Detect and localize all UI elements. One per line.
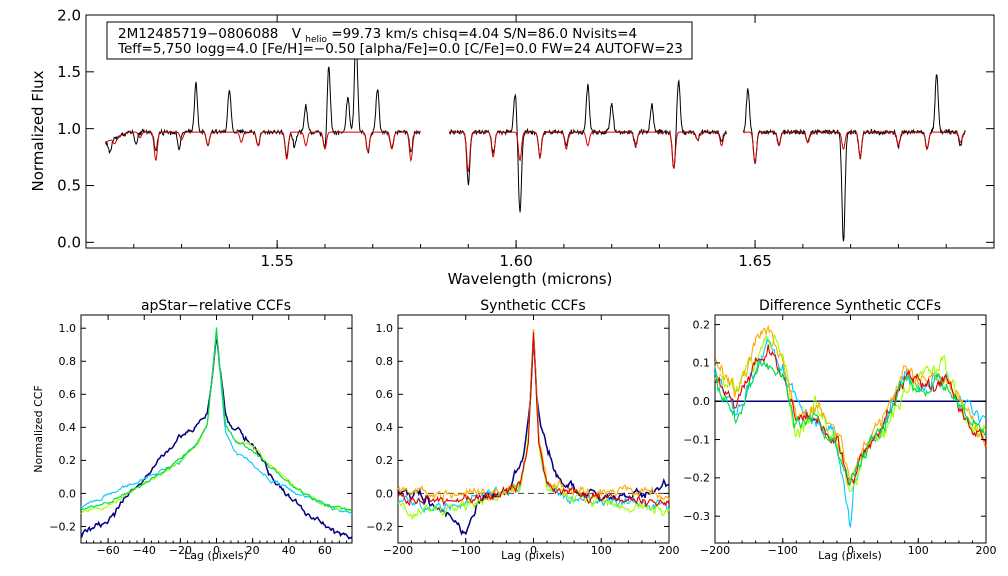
- apstar-ccf-ticks: −60 −40 −20 0 20 40 60 −0.2 0.0 0.2 0.4 0.6 0.8 1.0: [49, 315, 352, 557]
- y-tick-label: 1.5: [57, 63, 81, 81]
- synthetic-ccf-panel: −200 −100 0 100 200 −0.2 0.0 0.2 0.4 0.6 0.8 1.0 Sy…: [366, 298, 679, 562]
- apstar-ccf-y-axis-label: Normalized CCF: [32, 385, 45, 473]
- y-tick-label: 0.0: [376, 487, 394, 500]
- apstar-ccf-title: apStar−relative CCFs: [141, 298, 291, 314]
- y-tick-label: 0.2: [376, 454, 394, 467]
- ccf-line-visit-1: [80, 333, 353, 540]
- x-tick-label: 100: [591, 544, 612, 557]
- ccf-line-visit-2: [714, 334, 987, 493]
- apstar-ccf-x-axis-label: Lag (pixels): [184, 549, 248, 562]
- spectrum-line-synthetic-chip-1: [104, 131, 421, 162]
- annotation-v-prefix: V: [292, 26, 302, 42]
- ccf-line-visit-1: [397, 329, 670, 514]
- spectrum-annotation-line1: 2M12485719−0806088 V helio =99.73 km/s c…: [118, 26, 637, 46]
- x-tick-label: 0: [530, 544, 537, 557]
- y-tick-label: −0.2: [49, 520, 76, 533]
- spectrum-series: [104, 31, 966, 242]
- ccf-line-visit-4: [80, 329, 353, 512]
- y-tick-label: 1.0: [57, 120, 81, 138]
- spectrum-annotation-box: [106, 21, 693, 60]
- spectrum-line-synthetic-chip-2: [449, 131, 727, 172]
- ccf-line-visit-1: [714, 338, 987, 529]
- ccf-line-visit-5: [714, 359, 987, 488]
- spectrum-y-axis-label: Normalized Flux: [29, 70, 47, 191]
- y-tick-label: −0.2: [366, 520, 393, 533]
- difference-ccf-plot-frame: [714, 314, 987, 544]
- y-tick-label: 2.0: [57, 6, 81, 24]
- x-tick-label: 1.55: [260, 252, 293, 270]
- y-tick-label: −0.2: [683, 472, 710, 485]
- spectrum-line-synthetic-chip-3: [743, 131, 966, 165]
- y-tick-label: 0.8: [59, 355, 77, 368]
- y-tick-label: 1.0: [376, 322, 394, 335]
- x-tick-label: −100: [451, 544, 481, 557]
- difference-ccf-ticks: −200 −100 0 100 200 −0.3 −0.2 −0.1 0.0 0.1 0.2: [683, 315, 997, 557]
- ccf-line-visit-3: [714, 324, 987, 483]
- x-tick-label: −60: [96, 544, 119, 557]
- y-tick-label: 0.8: [376, 355, 394, 368]
- x-tick-label: 1.60: [499, 252, 532, 270]
- x-tick-label: 200: [976, 544, 997, 557]
- spectrum-plot-frame: [85, 14, 995, 249]
- y-tick-label: 0.2: [693, 318, 711, 331]
- apstar-ccf-panel: −60 −40 −20 0 20 40 60 −0.2 0.0 0.2 0.4 0.6 0.8 1.0 a…: [32, 298, 353, 562]
- ccf-line-visit-3: [397, 329, 670, 502]
- x-tick-label: −200: [383, 544, 413, 557]
- difference-ccf-panel: −200 −100 0 100 200 −0.3 −0.2 −0.1 0.0 0.1 0.2 Dif…: [683, 298, 996, 562]
- apstar-ccf-plot-frame: [80, 314, 353, 544]
- y-tick-label: −0.3: [683, 510, 710, 523]
- x-tick-label: −20: [169, 544, 192, 557]
- ccf-line-visit-2: [397, 331, 670, 520]
- y-tick-label: 0.1: [693, 357, 711, 370]
- x-tick-label: −200: [700, 544, 730, 557]
- annotation-star-id: 2M12485719−0806088: [118, 26, 278, 42]
- y-tick-label: 0.4: [376, 421, 394, 434]
- y-tick-label: 0.5: [57, 177, 81, 195]
- y-tick-label: 0.0: [59, 487, 77, 500]
- spectrum-panel: 1.55 1.60 1.65 0.0 0.5 1.0 1.5 2.0 2M12485719−0…: [29, 6, 995, 288]
- ccf-line-visit-3: [80, 329, 353, 515]
- y-tick-label: 1.0: [59, 322, 77, 335]
- x-tick-label: −40: [133, 544, 156, 557]
- y-tick-label: 0.0: [693, 395, 711, 408]
- synthetic-ccf-x-axis-label: Lag (pixels): [501, 549, 565, 562]
- y-tick-label: −0.1: [683, 433, 710, 446]
- synthetic-ccf-series: [397, 329, 670, 536]
- x-tick-label: 0: [213, 544, 220, 557]
- y-tick-label: 0.6: [376, 388, 394, 401]
- y-tick-label: 0.6: [59, 388, 77, 401]
- x-tick-label: 20: [246, 544, 260, 557]
- y-tick-label: 0.2: [59, 454, 77, 467]
- spectrum-x-axis-label: Wavelength (microns): [448, 270, 613, 288]
- synthetic-ccf-title: Synthetic CCFs: [480, 298, 585, 314]
- ccf-line-visit-4: [397, 332, 670, 508]
- spectrum-annotation-line2: Teff=5,750 logg=4.0 [Fe/H]=−0.50 [alpha/…: [117, 41, 683, 57]
- x-tick-label: 100: [908, 544, 929, 557]
- x-tick-label: 200: [659, 544, 680, 557]
- x-tick-label: 60: [318, 544, 332, 557]
- difference-ccf-series: [714, 324, 987, 529]
- spectrum-line-observed-chip-3: [742, 74, 966, 242]
- spectrum-ticks: 1.55 1.60 1.65 0.0 0.5 1.0 1.5 2.0: [57, 6, 994, 270]
- x-tick-label: 1.65: [738, 252, 771, 270]
- x-tick-label: 0: [847, 544, 854, 557]
- x-tick-label: −100: [768, 544, 798, 557]
- difference-ccf-title: Difference Synthetic CCFs: [759, 298, 941, 314]
- annotation-line1-rest: =99.73 km/s chisq=4.04 S/N=86.0 Nvisits=…: [331, 26, 637, 42]
- annotation-v-subscript: helio: [305, 35, 327, 45]
- synthetic-ccf-ticks: −200 −100 0 100 200 −0.2 0.0 0.2 0.4 0.6 0.8 1.0: [366, 315, 680, 557]
- x-tick-label: 40: [282, 544, 296, 557]
- apstar-ccf-series: [80, 327, 353, 540]
- difference-ccf-x-axis-label: Lag (pixels): [818, 549, 882, 562]
- y-tick-label: 0.4: [59, 421, 77, 434]
- y-tick-label: 0.0: [57, 234, 81, 252]
- ccf-line-visit-2: [80, 327, 353, 515]
